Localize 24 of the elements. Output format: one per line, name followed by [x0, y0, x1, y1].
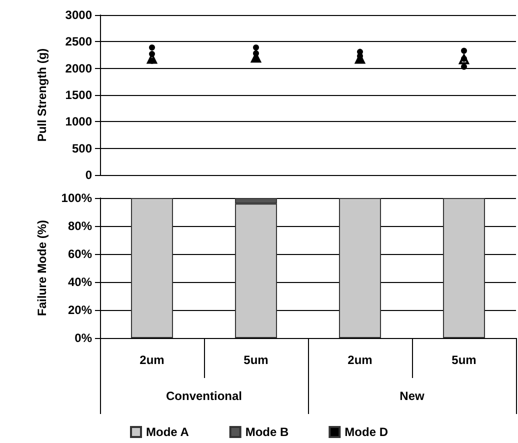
y-tick-label: 40%: [68, 275, 92, 289]
y-tick-label: 2500: [65, 34, 92, 49]
text: New: [400, 389, 425, 403]
x-tick-label: 5um: [244, 353, 268, 367]
x-tick-label: 2um: [348, 353, 372, 367]
y-tick-label: 0: [85, 168, 92, 182]
text: Conventional: [166, 389, 242, 403]
y-tick-label: 80%: [68, 219, 92, 233]
y-tick-label: 100%: [61, 191, 92, 205]
y-tick-label: 2000: [65, 61, 92, 76]
y-axis-title: Pull Strength (g): [35, 48, 49, 142]
y-tick-label: 500: [72, 141, 92, 156]
y-tick-label: 0%: [74, 331, 92, 345]
y-tick-label: 1000: [65, 114, 92, 129]
y-axis-title: Failure Mode (%): [35, 220, 49, 316]
legend-label: Mode B: [245, 425, 289, 439]
legend-label: Mode D: [344, 425, 388, 439]
y-tick-label: 60%: [68, 247, 92, 261]
legend-label: Mode A: [146, 425, 190, 439]
y-tick-label: 3000: [65, 8, 92, 22]
y-tick-label: 20%: [68, 303, 92, 317]
x-tick-label: 5um: [452, 353, 476, 367]
x-tick-label: 2um: [140, 353, 164, 367]
y-tick-label: 1500: [65, 88, 92, 102]
